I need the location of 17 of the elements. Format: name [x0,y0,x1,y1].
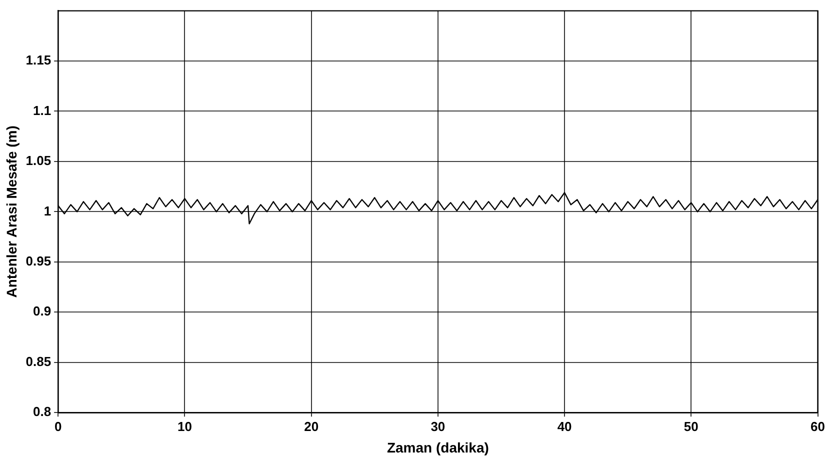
y-tick-label: 0.95 [26,254,52,269]
x-tick-label: 40 [557,418,572,434]
y-tick-label: 1.1 [33,102,52,118]
x-tick-label: 20 [304,418,319,434]
x-axis-title: Zaman (dakika) [386,439,489,456]
y-tick-label: 0.9 [33,304,52,319]
x-tick-label: 60 [810,418,826,434]
x-tick-label: 50 [684,418,698,434]
x-tick-label: 30 [430,418,446,434]
y-axis-title: Antenler Arasi Mesafe (m) [3,126,20,298]
y-tick-label: 1.15 [26,52,52,68]
y-tick-label: 0.8 [33,404,52,420]
x-tick-label: 10 [177,418,192,434]
y-tick-label: 1.05 [26,153,52,168]
y-tick-label: 0.85 [26,354,52,369]
y-tick-label: 1 [44,203,52,218]
x-tick-label: 0 [54,418,62,434]
